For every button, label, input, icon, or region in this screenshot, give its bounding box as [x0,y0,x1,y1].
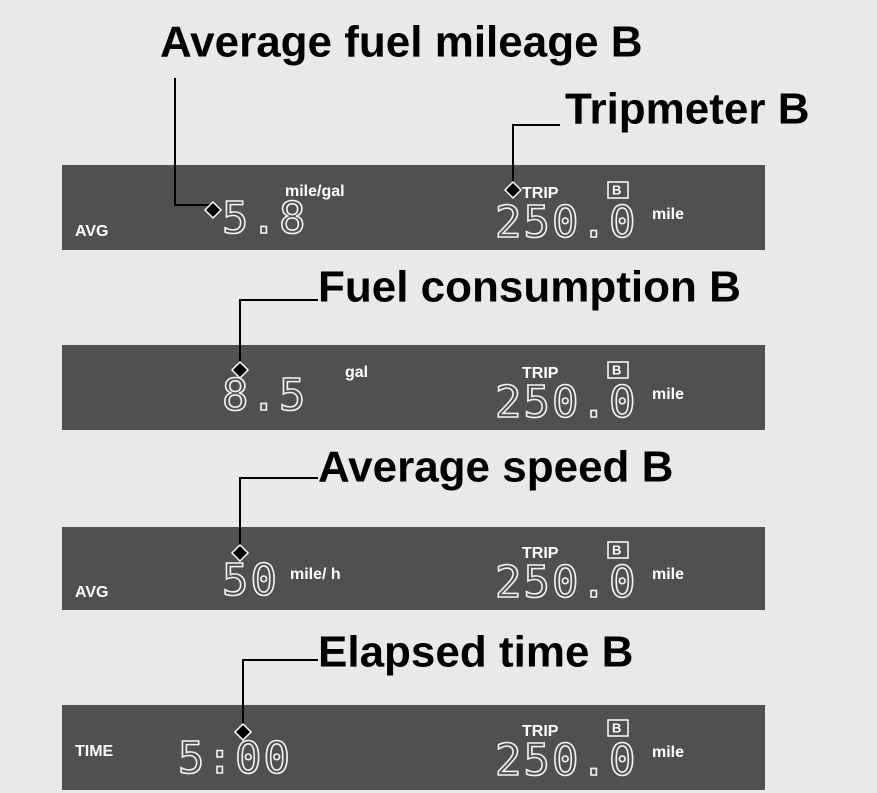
panel-bg [62,527,765,610]
left-caption: TIME [75,743,114,760]
trip-reading: 250.0 [495,557,637,608]
badge-box [607,719,629,737]
unit: gal [345,364,368,381]
callout-label: Fuel consumption B [318,263,741,312]
badge-box [607,541,629,559]
callout-line [239,477,318,548]
badge: B [612,362,621,377]
callout-marker [230,543,250,563]
trip-unit: mile [652,566,684,583]
badge-box [607,181,629,199]
callout-line [174,78,210,206]
trip-unit: mile [652,386,684,403]
callout-marker [230,360,250,380]
badge: B [612,542,621,557]
badge: B [612,182,621,197]
trip-indicator: TRIP [522,723,559,740]
panel-bg [62,165,765,250]
left-caption: AVG [75,223,108,240]
badge: B [612,720,621,735]
callout-label: Elapsed time B [318,628,633,677]
unit: mile/ h [290,566,341,583]
display-panel: AVG 50 mile/ h TRIP B 250.0 mile [62,527,765,610]
callout-label: Average fuel mileage B [160,18,643,67]
trip-indicator: TRIP [522,185,559,202]
callout-marker [503,180,523,200]
panel-bg [62,705,765,790]
callout-marker [233,722,253,742]
badge-box [607,361,629,379]
reading: 50 [222,555,279,606]
trip-indicator: TRIP [522,545,559,562]
callout-line [239,299,318,365]
callout-label: Average speed B [318,443,673,492]
trip-reading: 250.0 [495,377,637,428]
trip-unit: mile [652,744,684,761]
reading: 5.8 [222,193,307,244]
callout-marker [203,200,223,220]
display-panel: TIME 5:00 TRIP B 250.0 mile [62,705,765,790]
reading: 8.5 [222,370,307,421]
callout-label: Tripmeter B [565,85,810,134]
trip-unit: mile [652,206,684,223]
callout-line [242,659,318,727]
reading: 5:00 [178,733,292,784]
panel-bg [62,345,765,430]
callout-line [512,124,560,185]
unit: mile/gal [285,183,345,200]
trip-indicator: TRIP [522,365,559,382]
left-caption: AVG [75,584,108,601]
display-panel: AVG 5.8 mile/gal TRIP B 250.0 mile [62,165,765,250]
trip-reading: 250.0 [495,735,637,786]
display-panel: 8.5 gal TRIP B 250.0 mile [62,345,765,430]
trip-reading: 250.0 [495,197,637,248]
